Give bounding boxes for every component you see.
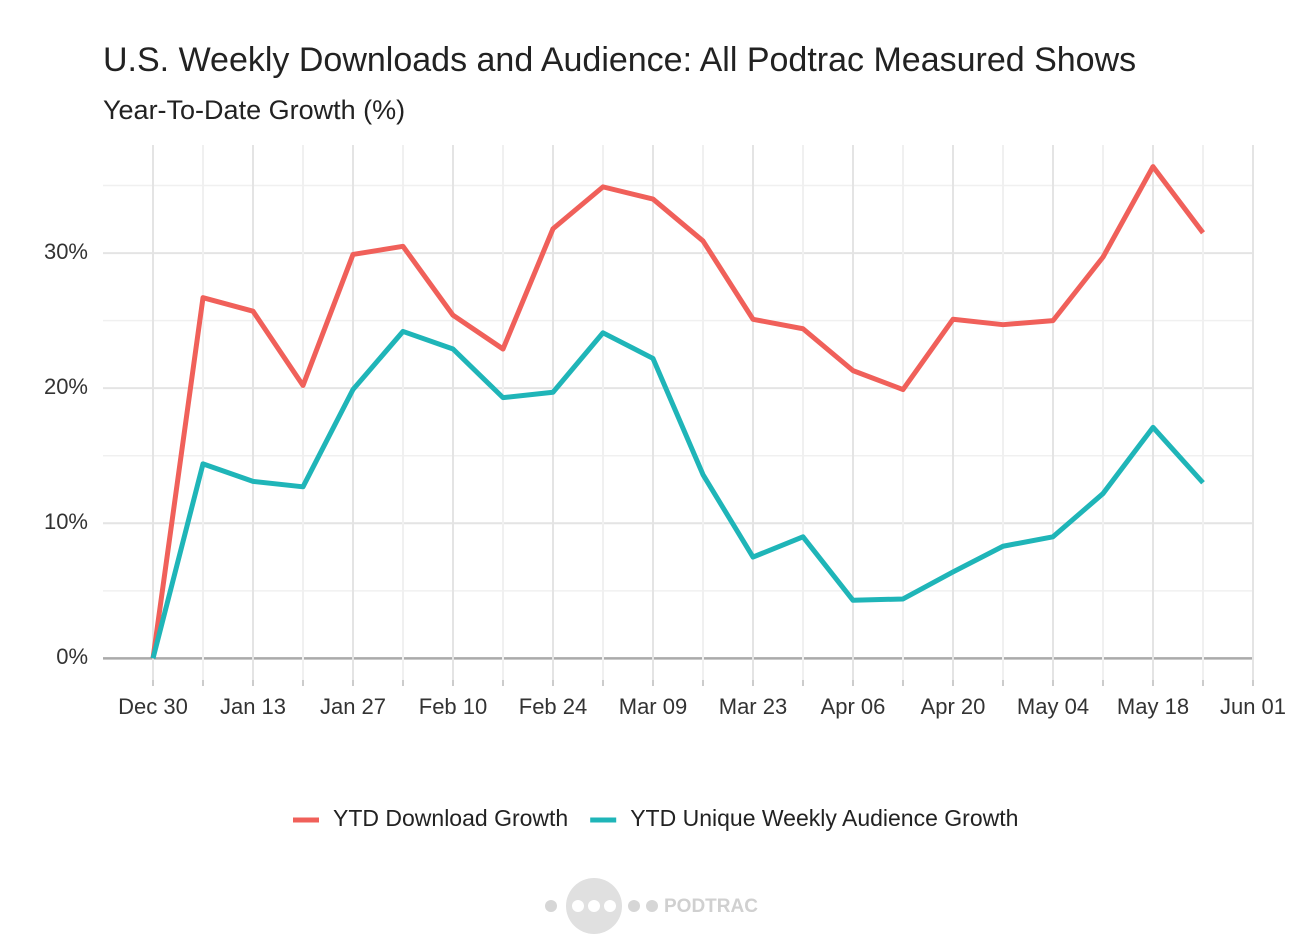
legend-label: YTD Unique Weekly Audience Growth <box>630 805 1018 831</box>
chart-subtitle: Year-To-Date Growth (%) <box>103 95 405 125</box>
x-tick-label: May 04 <box>1017 694 1089 719</box>
x-tick-label: Dec 30 <box>118 694 188 719</box>
x-tick-label: Apr 20 <box>921 694 986 719</box>
y-tick-label: 20% <box>44 374 88 399</box>
series-line <box>150 164 1205 659</box>
logo: PODTRAC <box>545 878 758 934</box>
x-tick-label: Mar 23 <box>719 694 787 719</box>
x-tick-label: Feb 10 <box>419 694 488 719</box>
x-tick-label: Jan 13 <box>220 694 286 719</box>
legend-item: YTD Unique Weekly Audience Growth <box>590 805 1018 831</box>
x-tick-label: Jan 27 <box>320 694 386 719</box>
x-tick-label: Mar 09 <box>619 694 687 719</box>
logo-text: PODTRAC <box>664 896 758 917</box>
y-tick-label: 30% <box>44 239 88 264</box>
y-tick-label: 0% <box>56 644 88 669</box>
x-tick-label: May 18 <box>1117 694 1189 719</box>
chart-title: U.S. Weekly Downloads and Audience: All … <box>103 41 1136 79</box>
legend-label: YTD Download Growth <box>333 805 568 831</box>
legend-item: YTD Download Growth <box>293 805 568 831</box>
x-tick-label: Apr 06 <box>821 694 886 719</box>
x-tick-label: Jun 01 <box>1220 694 1286 719</box>
y-tick-label: 10% <box>44 509 88 534</box>
x-tick-label: Feb 24 <box>519 694 588 719</box>
series-line <box>150 328 1205 660</box>
